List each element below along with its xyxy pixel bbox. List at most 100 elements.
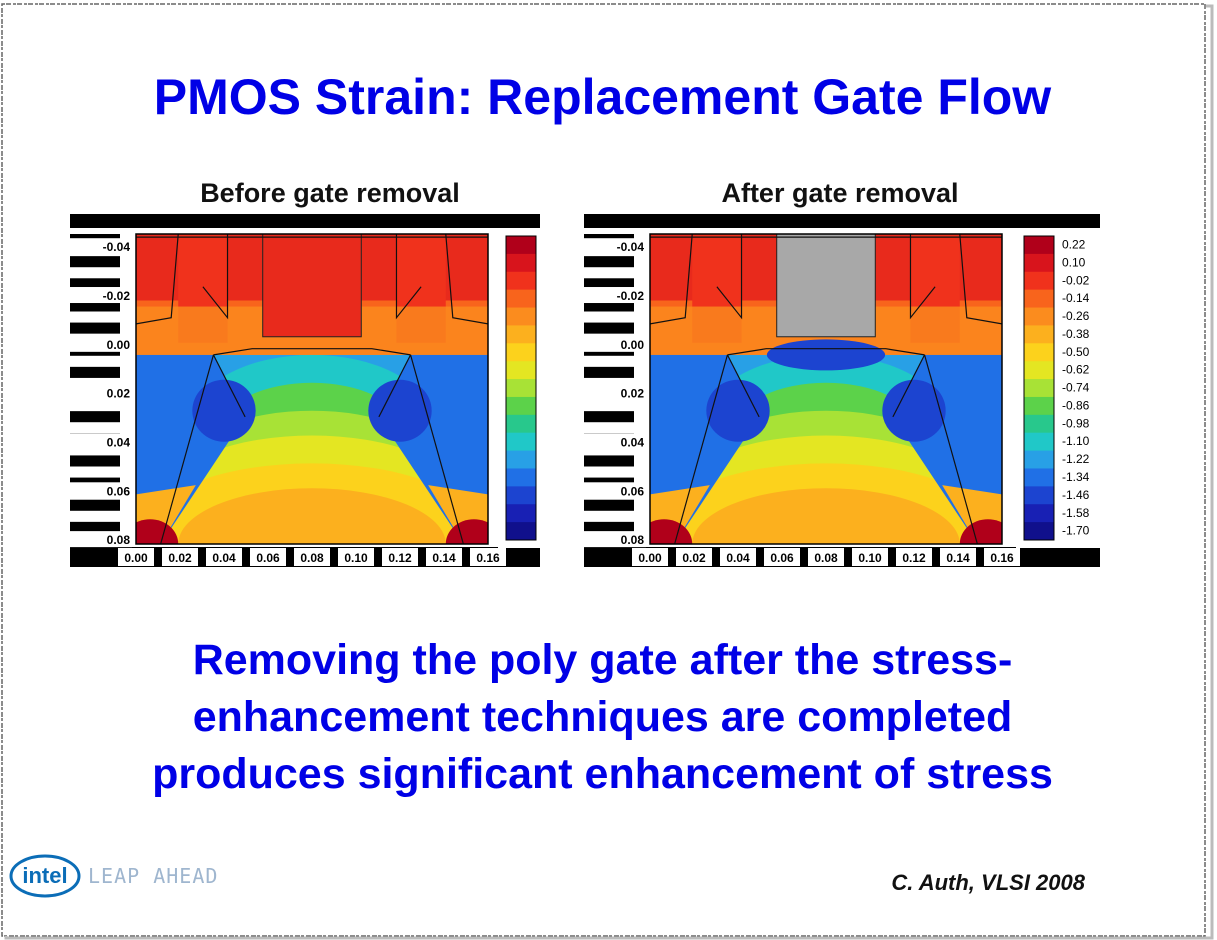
- x-tick-label: 0.02: [168, 551, 192, 565]
- colorbar-swatch: [1024, 450, 1054, 469]
- x-tick-label: 0.16: [990, 551, 1014, 565]
- colorbar-label: -0.38: [1062, 327, 1090, 341]
- colorbar-swatch: [1024, 396, 1054, 416]
- x-tick-label: 0.14: [432, 551, 456, 565]
- colorbar-label: -0.86: [1062, 398, 1090, 412]
- colorbar-label: -1.46: [1062, 488, 1090, 502]
- colorbar-swatch: [1024, 361, 1054, 380]
- colorbar-swatch: [506, 486, 536, 505]
- colorbar-swatch: [506, 325, 536, 344]
- x-tick-label: 0.10: [344, 551, 368, 565]
- colorbar-swatch: [1024, 486, 1054, 505]
- colorbar-swatch: [1024, 236, 1054, 255]
- x-tick-label: 0.04: [726, 551, 750, 565]
- colorbar-swatch: [1024, 253, 1054, 273]
- logo-strip: LEAP AHEAD: [88, 864, 219, 888]
- colorbar-label: 0.22: [1062, 238, 1086, 252]
- colorbar-swatch: [1024, 271, 1054, 291]
- colorbar-swatch: [506, 504, 536, 523]
- citation: C. Auth, VLSI 2008: [891, 870, 1085, 895]
- colorbar-swatch: [1024, 343, 1054, 362]
- colorbar-swatch: [1024, 504, 1054, 523]
- colorbar-label: -1.70: [1062, 524, 1090, 538]
- heatmap-field: [136, 234, 488, 544]
- x-tick-label: 0.04: [212, 551, 236, 565]
- colorbar-swatch: [506, 307, 536, 326]
- y-tick-label: 0.06: [621, 484, 645, 498]
- colorbar-swatch: [506, 522, 536, 541]
- colorbar-swatch: [1024, 325, 1054, 344]
- colorbar-swatch: [506, 379, 536, 398]
- colorbar-swatch: [1024, 468, 1054, 487]
- x-tick-label: 0.14: [946, 551, 970, 565]
- intel-logo-text: intel: [22, 863, 67, 888]
- x-tick-label: 0.08: [300, 551, 324, 565]
- y-tick-label: -0.04: [617, 240, 645, 254]
- gate-region: [776, 234, 876, 338]
- body-line: produces significant enhancement of stre…: [152, 750, 1053, 798]
- colorbar-swatch: [506, 432, 536, 452]
- x-tick-label: 0.16: [476, 551, 500, 565]
- body-text: Removing the poly gate after the stress-…: [0, 632, 1205, 803]
- x-tick-label: 0.02: [682, 551, 706, 565]
- x-tick-label: 0.06: [770, 551, 794, 565]
- x-tick-label: 0.00: [124, 551, 148, 565]
- colorbar-swatch: [506, 396, 536, 416]
- colorbar-swatch: [506, 271, 536, 291]
- colorbar-label: -0.02: [1062, 273, 1090, 287]
- panel-title-before: Before gate removal: [200, 178, 460, 208]
- colorbar-swatch: [506, 253, 536, 273]
- colorbar-swatch: [506, 236, 536, 255]
- colorbar-label: -1.22: [1062, 452, 1090, 466]
- colorbar-swatch: [506, 450, 536, 469]
- y-tick-label: -0.02: [617, 289, 645, 303]
- body-line: enhancement techniques are completed: [192, 693, 1013, 741]
- colorbar-label: -0.26: [1062, 309, 1090, 323]
- colorbar-swatch: [506, 414, 536, 434]
- slide-title: PMOS Strain: Replacement Gate Flow: [153, 69, 1052, 125]
- body-line: Removing the poly gate after the stress-: [192, 636, 1013, 684]
- colorbar-swatch: [1024, 379, 1054, 398]
- colorbar-label: 0.10: [1062, 255, 1086, 269]
- y-tick-label: 0.00: [107, 338, 131, 352]
- x-tick-label: 0.12: [902, 551, 926, 565]
- colorbar-swatch: [1024, 289, 1054, 309]
- x-tick-label: 0.06: [256, 551, 280, 565]
- colorbar-label: -0.62: [1062, 363, 1090, 377]
- y-tick-label: 0.04: [621, 435, 645, 449]
- colorbar-swatch: [1024, 414, 1054, 434]
- y-tick-label: 0.06: [107, 484, 131, 498]
- colorbar-label: -1.58: [1062, 506, 1090, 520]
- y-tick-label: 0.08: [107, 533, 131, 547]
- heatmap-field: [650, 234, 1002, 544]
- x-tick-label: 0.08: [814, 551, 838, 565]
- y-tick-label: 0.08: [621, 533, 645, 547]
- y-tick-label: 0.04: [107, 435, 131, 449]
- colorbar-swatch: [506, 361, 536, 380]
- colorbar-label: -1.34: [1062, 470, 1090, 484]
- y-tick-label: 0.02: [107, 387, 131, 401]
- colorbar-swatch: [1024, 307, 1054, 326]
- colorbar-swatch: [1024, 522, 1054, 541]
- x-tick-label: 0.00: [638, 551, 662, 565]
- colorbar-swatch: [506, 289, 536, 309]
- stress-map-before: -0.04 -0.02 0.00 0.02 0.04 0.06 0.08 0.00 0.02 0.…: [70, 214, 540, 568]
- colorbar-label: -1.10: [1062, 434, 1090, 448]
- intel-logo: intel: [9, 854, 81, 898]
- y-tick-label: 0.00: [621, 338, 645, 352]
- colorbar-swatch: [506, 468, 536, 487]
- x-tick-label: 0.10: [858, 551, 882, 565]
- stress-map-after: -0.04 -0.02 0.00 0.02 0.04 0.06 0.08 0.00 0.02 0.…: [584, 214, 1100, 568]
- x-tick-label: 0.12: [388, 551, 412, 565]
- colorbar-swatch: [506, 343, 536, 362]
- colorbar-label: -0.74: [1062, 381, 1090, 395]
- colorbar-label: -0.14: [1062, 291, 1090, 305]
- y-tick-label: -0.04: [103, 240, 131, 254]
- gate-region: [262, 234, 362, 338]
- panel-title-after: After gate removal: [721, 178, 959, 208]
- y-tick-label: -0.02: [103, 289, 131, 303]
- colorbar-label: -0.98: [1062, 416, 1090, 430]
- colorbar-swatch: [1024, 432, 1054, 452]
- colorbar-label: -0.50: [1062, 345, 1090, 359]
